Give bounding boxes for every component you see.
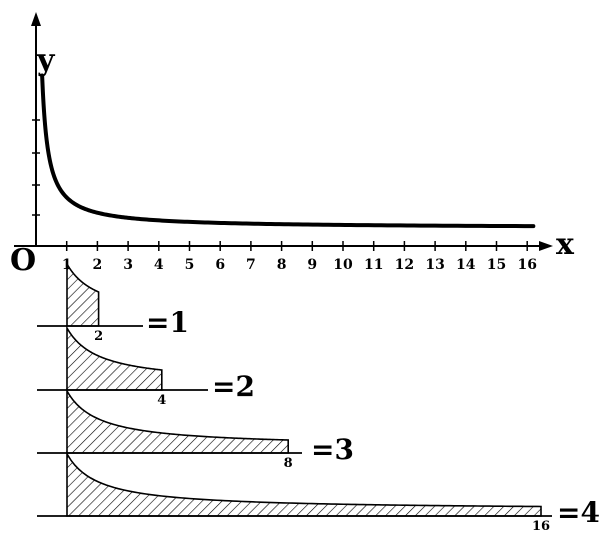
x-tick-label: 3 <box>123 257 133 273</box>
x-tick-label: 12 <box>395 257 414 273</box>
panel-area <box>66 325 163 391</box>
area-panels: 2 =1 4 =2 8 =3 16 =4 <box>37 260 600 534</box>
panel-4: 16 =4 <box>37 451 600 534</box>
panel-upper-label: 4 <box>157 393 166 408</box>
curve-y-1-over-x <box>40 73 536 229</box>
x-tick-label: 7 <box>246 257 256 273</box>
x-axis-arrow-icon <box>539 241 553 251</box>
y-axis-arrow-icon <box>31 12 41 26</box>
x-tick-label: 4 <box>154 257 164 273</box>
x-axis-label: x <box>556 227 575 262</box>
panel-area <box>66 260 100 327</box>
panel-equation: =4 <box>557 496 600 529</box>
panel-1: 2 =1 <box>37 260 189 344</box>
panel-equation: =1 <box>146 306 189 339</box>
panel-equation: =2 <box>212 370 255 403</box>
x-tick-label: 5 <box>185 257 195 273</box>
x-tick-label: 6 <box>215 257 225 273</box>
panel-upper-label: 2 <box>94 329 103 344</box>
y-axis-label: y <box>36 43 56 78</box>
y-axis-ticks <box>32 119 40 216</box>
origin-label: O <box>10 243 36 278</box>
panel-area <box>66 451 542 517</box>
x-tick-label: 9 <box>307 257 317 273</box>
x-tick-label: 14 <box>456 257 476 273</box>
panel-upper-label: 8 <box>284 456 293 471</box>
x-axis-ticks: 12345678910111213141516 <box>62 241 537 273</box>
x-tick-label: 8 <box>277 257 287 273</box>
x-tick-label: 11 <box>364 257 383 273</box>
x-tick-label: 13 <box>425 257 444 273</box>
panel-2: 4 =2 <box>37 325 255 408</box>
x-tick-label: 10 <box>333 257 353 273</box>
x-tick-label: 2 <box>93 257 103 273</box>
panel-3: 8 =3 <box>37 388 354 471</box>
x-tick-label: 15 <box>487 257 506 273</box>
panel-upper-label: 16 <box>532 519 550 534</box>
panel-equation: =3 <box>311 433 354 466</box>
panel-area <box>66 388 289 454</box>
x-tick-label: 16 <box>517 257 536 273</box>
